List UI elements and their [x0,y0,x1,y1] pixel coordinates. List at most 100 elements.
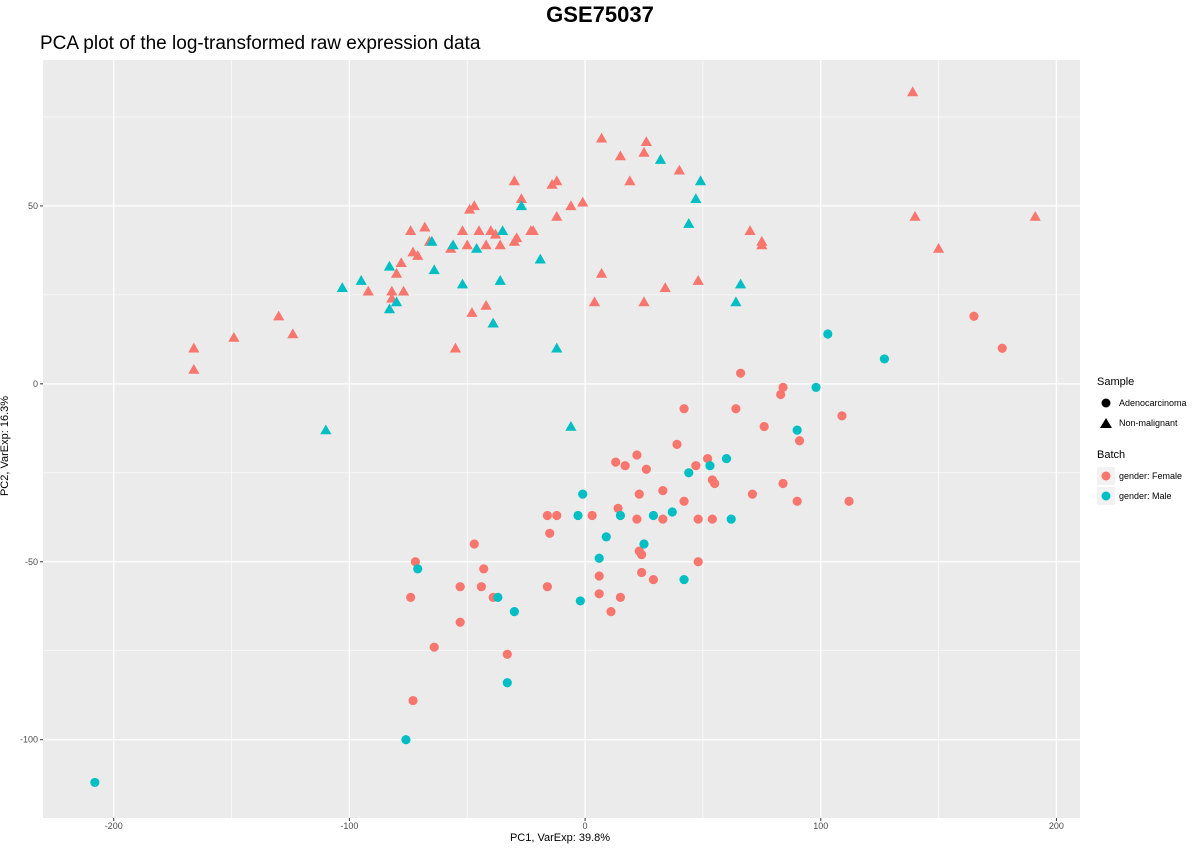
legend-sample-title: Sample [1097,376,1135,388]
point-adenocarcinoma-gender-male [823,329,833,339]
point-adenocarcinoma-gender-female [731,404,741,414]
point-non-malignant-gender-female [515,193,528,203]
point-non-malignant-gender-female [466,307,478,317]
point-adenocarcinoma-gender-female [632,450,642,460]
x-tick-label: 0 [583,821,588,831]
point-non-malignant-gender-female [508,235,520,246]
y-tick-label: -50 [25,557,38,567]
point-adenocarcinoma-gender-female [476,582,486,592]
point-non-malignant-gender-female [692,275,704,285]
point-adenocarcinoma-gender-male [615,510,626,521]
point-non-malignant-gender-female [577,196,589,207]
point-adenocarcinoma-gender-female [502,649,512,659]
point-non-malignant-gender-female [390,267,403,278]
point-non-malignant-gender-male [515,200,528,211]
point-adenocarcinoma-gender-female [672,439,682,449]
point-non-malignant-gender-female [228,331,240,342]
point-non-malignant-gender-male [456,278,469,289]
point-adenocarcinoma-gender-male [578,489,588,499]
point-adenocarcinoma-gender-male [684,468,694,478]
point-adenocarcinoma-gender-male [721,453,732,464]
chart-title: GSE75037 [546,2,654,27]
point-adenocarcinoma-gender-female [545,528,555,538]
point-adenocarcinoma-gender-female [634,489,644,499]
point-adenocarcinoma-gender-female [792,496,802,506]
legend-item-female: gender: Female [1097,466,1187,486]
point-adenocarcinoma-gender-female [594,589,604,599]
point-non-malignant-gender-male [551,342,563,353]
point-non-malignant-gender-female [480,299,492,310]
point-adenocarcinoma-gender-male [413,564,423,574]
point-non-malignant-gender-female [489,228,502,239]
point-non-malignant-gender-female [595,132,608,143]
point-adenocarcinoma-gender-female [455,582,465,592]
point-non-malignant-gender-female [673,164,685,175]
point-adenocarcinoma-gender-female [658,486,668,496]
point-non-malignant-gender-female [494,239,506,250]
point-non-malignant-gender-male [494,275,506,285]
point-adenocarcinoma-gender-female [844,496,854,506]
legend-item-label: gender: Male [1119,491,1172,501]
point-adenocarcinoma-gender-female [997,343,1007,353]
point-adenocarcinoma-gender-male [726,514,736,524]
point-non-malignant-gender-female [551,210,563,221]
point-non-malignant-gender-female [407,246,419,257]
point-non-malignant-gender-female [756,239,768,250]
point-non-malignant-gender-male [735,278,747,289]
plot-panel [43,60,1080,818]
point-adenocarcinoma-gender-female [707,514,717,524]
point-adenocarcinoma-gender-female [703,453,713,464]
legend-item-non-malignant: Non-malignant [1097,413,1187,433]
point-adenocarcinoma-gender-male [667,507,677,517]
point-non-malignant-gender-female [287,328,299,339]
point-adenocarcinoma-gender-female [542,510,552,521]
point-adenocarcinoma-gender-male [639,539,649,549]
y-tick-label: 50 [28,201,38,211]
point-adenocarcinoma-gender-female [637,550,647,560]
point-adenocarcinoma-gender-female [679,496,689,506]
point-adenocarcinoma-gender-female [693,557,703,567]
point-adenocarcinoma-gender-female [632,514,642,524]
point-adenocarcinoma-gender-male [575,596,585,606]
x-tick-label: -100 [340,821,358,831]
point-adenocarcinoma-gender-male [502,678,512,688]
point-adenocarcinoma-gender-female [693,514,703,524]
x-tick-label: 200 [1049,821,1064,831]
point-non-malignant-gender-female [461,239,473,250]
point-adenocarcinoma-gender-female [469,539,479,549]
x-tick-label: -200 [105,821,123,831]
point-non-malignant-gender-male [428,264,440,275]
point-non-malignant-gender-female [508,175,520,186]
point-non-malignant-gender-female [468,200,480,211]
legend-item-label: Adenocarcinoma [1119,398,1187,408]
point-adenocarcinoma-gender-female [648,574,659,585]
point-adenocarcinoma-gender-female [776,389,786,400]
point-adenocarcinoma-gender-female [747,489,758,499]
point-adenocarcinoma-gender-male [509,606,519,617]
point-adenocarcinoma-gender-female [594,571,604,581]
chart-subtitle: PCA plot of the log-transformed raw expr… [40,33,481,54]
point-adenocarcinoma-gender-male [811,382,821,392]
point-non-malignant-gender-male [383,260,396,271]
point-non-malignant-gender-male [355,275,367,285]
point-adenocarcinoma-gender-female [408,695,418,706]
point-non-malignant-gender-female [188,364,200,374]
legend-item-label: Non-malignant [1119,418,1178,428]
point-non-malignant-gender-female [480,239,492,250]
point-adenocarcinoma-gender-male [401,735,411,745]
point-non-malignant-gender-male [390,296,403,307]
point-non-malignant-gender-male [336,282,348,292]
y-tick-label: 0 [33,379,38,389]
point-non-malignant-gender-female [362,285,374,296]
point-adenocarcinoma-gender-female [759,421,769,432]
x-tick-label: 100 [813,821,828,831]
point-adenocarcinoma-gender-female [613,503,623,513]
point-adenocarcinoma-gender-female [679,404,689,414]
point-non-malignant-gender-male [694,175,707,186]
point-adenocarcinoma-gender-male [792,425,802,435]
point-adenocarcinoma-gender-female [736,368,746,378]
circle-marker-icon [1097,394,1115,412]
point-non-malignant-gender-male [690,193,702,203]
point-adenocarcinoma-gender-male [679,574,689,585]
